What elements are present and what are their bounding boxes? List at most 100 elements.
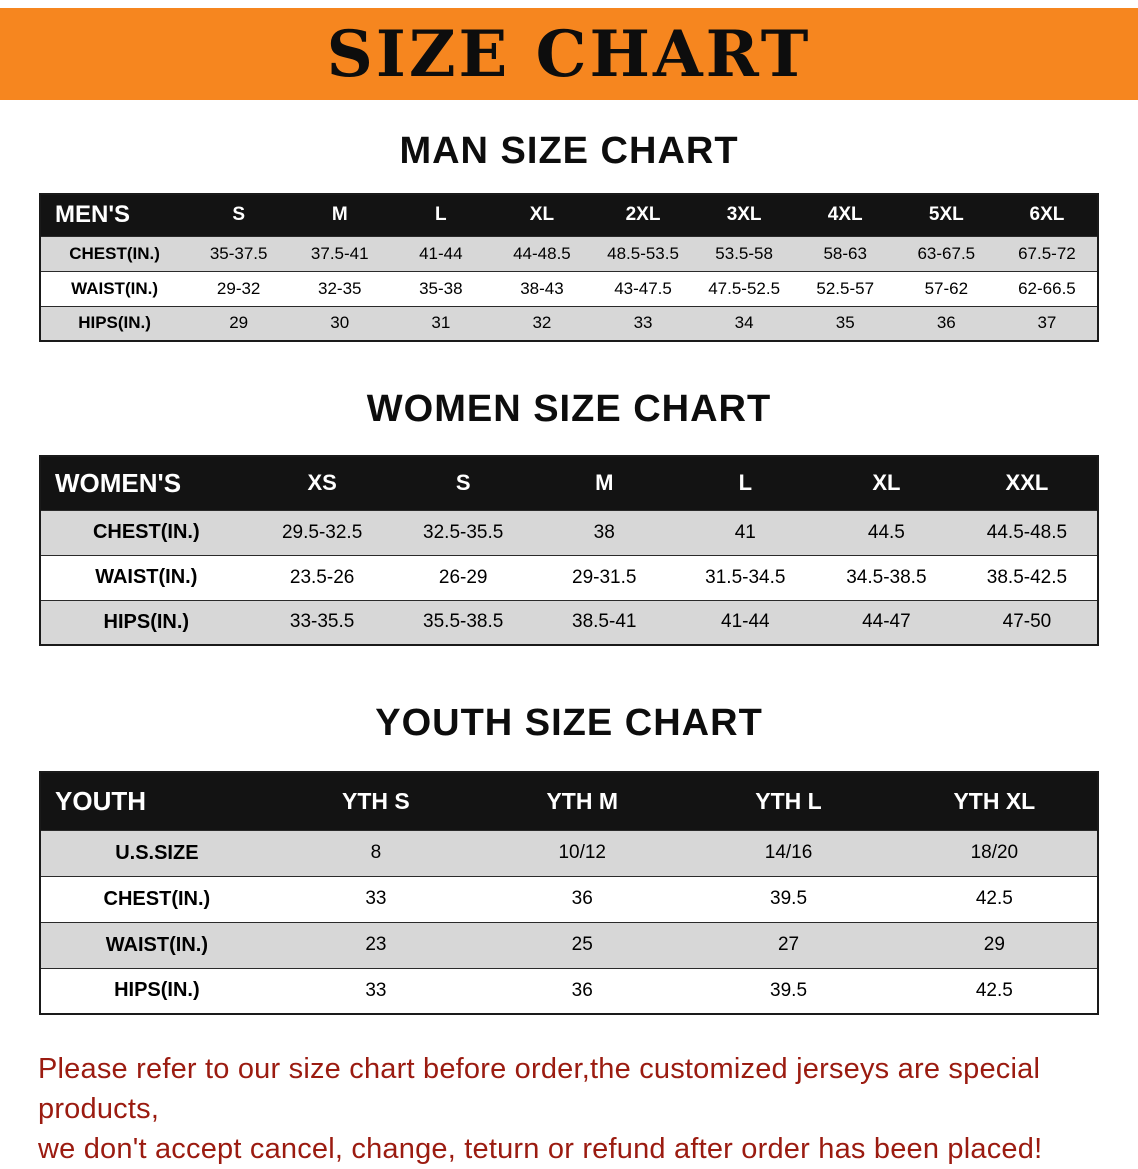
table-category-header: MEN'S (40, 194, 189, 236)
size-value-cell: 29 (983, 934, 1005, 955)
size-value-cell: 37.5-41 (310, 243, 369, 263)
size-value-cell: 34.5-38.5 (846, 566, 927, 588)
size-value-cell: 30 (330, 313, 350, 333)
size-value-cell: 35.5-38.5 (423, 611, 504, 633)
size-value-cell: 35 (835, 313, 855, 333)
size-value-cell: 8 (370, 842, 382, 863)
size-value-cell: 34 (734, 313, 754, 333)
measurement-row: CHEST(IN.) 35-37.5 37.5-41 41-44 44-48.5 48.5… (40, 236, 1098, 271)
size-value-cell: 58-63 (823, 243, 867, 263)
measurement-row: HIPS(IN.) 33 36 39.5 42.5 (40, 968, 1098, 1014)
size-column-header: YTH M (479, 772, 686, 830)
women-section-heading: WOMEN SIZE CHART (366, 388, 772, 430)
size-value-cell: 31 (431, 313, 451, 333)
size-value-cell: 63-67.5 (917, 243, 976, 263)
size-value-cell: 39.5 (770, 888, 808, 909)
measurement-row-label: HIPS(IN.) (78, 313, 151, 333)
measurement-row: WAIST(IN.) 23 25 27 29 (40, 922, 1098, 968)
size-chart-banner: SIZE CHART (0, 8, 1138, 100)
disclaimer-line-2: we don't accept cancel, change, teturn o… (38, 1133, 1043, 1166)
measurement-row: U.S.SIZE 8 10/12 14/16 18/20 (40, 830, 1098, 876)
measurement-row-label: CHEST(IN.) (103, 887, 211, 910)
size-value-cell: 38.5-41 (572, 611, 637, 633)
size-value-cell: 35-38 (419, 278, 463, 298)
size-value-cell: 47.5-52.5 (708, 278, 781, 298)
size-column-header: 4XL (794, 194, 896, 236)
size-value-cell: 32.5-35.5 (423, 521, 504, 543)
size-value-cell: 27 (777, 934, 800, 955)
youth-section-heading: YOUTH SIZE CHART (375, 702, 763, 744)
size-value-cell: 41 (734, 521, 756, 543)
size-value-cell: 32-35 (318, 278, 362, 298)
size-value-cell: 33 (365, 888, 387, 909)
size-value-cell: 10/12 (558, 842, 606, 863)
banner-title: SIZE CHART (326, 16, 812, 92)
size-value-cell: 36 (571, 888, 593, 909)
size-value-cell: 35-37.5 (209, 243, 268, 263)
size-column-header: YTH S (272, 772, 480, 830)
measurement-row-label: WAIST(IN.) (95, 566, 198, 588)
measurement-row: WAIST(IN.) 29-32 32-35 35-38 38-43 43-47.5 47.… (40, 271, 1098, 306)
size-value-cell: 44.5 (867, 521, 905, 543)
size-value-cell: 38.5-42.5 (986, 566, 1068, 588)
size-value-cell: 44-48.5 (513, 243, 571, 263)
size-column-header: M (289, 194, 391, 236)
order-disclaimer: Please refer to our size chart before or… (38, 1049, 1100, 1169)
men-size-section: MAN SIZE CHART MEN'S S M L XL 2XL 3XL 4XL 5XL 6XL… (0, 130, 1138, 342)
size-value-cell: 29.5-32.5 (281, 521, 363, 543)
size-value-cell: 29 (229, 313, 249, 333)
size-value-cell: 14/16 (764, 842, 813, 863)
size-column-header: 2XL (592, 194, 694, 236)
measurement-row-label: HIPS(IN.) (103, 610, 190, 633)
size-column-header: XL (815, 456, 957, 510)
table-header-row: MEN'S S M L XL 2XL 3XL 4XL 5XL 6XL (40, 194, 1098, 236)
size-value-cell: 23.5-26 (289, 566, 355, 588)
measurement-row: CHEST(IN.) 33 36 39.5 42.5 (40, 876, 1098, 922)
size-column-header: XL (491, 194, 593, 236)
size-value-cell: 44.5-48.5 (986, 521, 1068, 543)
size-value-cell: 37 (1037, 313, 1057, 333)
size-value-cell: 47-50 (1002, 611, 1052, 633)
measurement-row-label: CHEST(IN.) (69, 243, 160, 263)
size-value-cell: 25 (571, 934, 593, 955)
size-value-cell: 29-32 (216, 278, 261, 298)
size-value-cell: 38 (593, 521, 615, 543)
size-value-cell: 26-29 (438, 566, 488, 588)
size-column-header: YTH XL (891, 772, 1098, 830)
size-value-cell: 39.5 (770, 979, 808, 1001)
size-value-cell: 52.5-57 (816, 278, 875, 298)
youth-size-section: YOUTH SIZE CHART YOUTH YTH S YTH M YTH L YTH… (0, 702, 1138, 1015)
men-size-table: MEN'S S M L XL 2XL 3XL 4XL 5XL 6XL CHEST(IN.) 35-37… (39, 193, 1099, 342)
size-value-cell: 33-35.5 (289, 611, 355, 633)
size-value-cell: 33 (365, 979, 387, 1001)
size-value-cell: 33 (633, 313, 653, 333)
measurement-row-label: HIPS(IN.) (114, 979, 200, 1002)
size-value-cell: 31.5-34.5 (705, 566, 786, 588)
size-value-cell: 36 (571, 979, 593, 1001)
size-value-cell: 32 (532, 313, 552, 333)
size-value-cell: 67.5-72 (1018, 243, 1076, 263)
men-section-heading: MAN SIZE CHART (399, 130, 739, 172)
measurement-row-label: U.S.SIZE (115, 841, 199, 864)
women-size-section: WOMEN SIZE CHART WOMEN'S XS S M L XL XXL CHEST(… (0, 388, 1138, 646)
table-category-header: WOMEN'S (40, 456, 252, 510)
size-column-header: M (533, 456, 675, 510)
size-column-header: XS (251, 456, 393, 510)
size-column-header: 6XL (996, 194, 1098, 236)
size-column-header: 5XL (895, 194, 997, 236)
size-column-header: S (188, 194, 290, 236)
size-value-cell: 42.5 (975, 979, 1013, 1001)
size-value-cell: 57-62 (924, 278, 969, 298)
measurement-row-label: WAIST(IN.) (105, 933, 208, 956)
size-column-header: YTH L (685, 772, 892, 830)
size-column-header: S (392, 456, 534, 510)
disclaimer-line-1: Please refer to our size chart before or… (38, 1053, 1041, 1126)
measurement-row: HIPS(IN.) 29 30 31 32 33 34 35 36 37 (40, 306, 1098, 341)
size-value-cell: 38-43 (520, 278, 564, 298)
measurement-row: CHEST(IN.) 29.5-32.5 32.5-35.5 38 41 44.5 44.5… (40, 510, 1098, 555)
measurement-row: WAIST(IN.) 23.5-26 26-29 29-31.5 31.5-34.5 34… (40, 555, 1098, 600)
measurement-row: HIPS(IN.) 33-35.5 35.5-38.5 38.5-41 41-44 44-… (40, 600, 1098, 645)
youth-size-table: YOUTH YTH S YTH M YTH L YTH XL U.S.SIZE 8 10/12… (39, 771, 1099, 1015)
size-value-cell: 43-47.5 (614, 278, 672, 298)
size-column-header: L (674, 456, 816, 510)
